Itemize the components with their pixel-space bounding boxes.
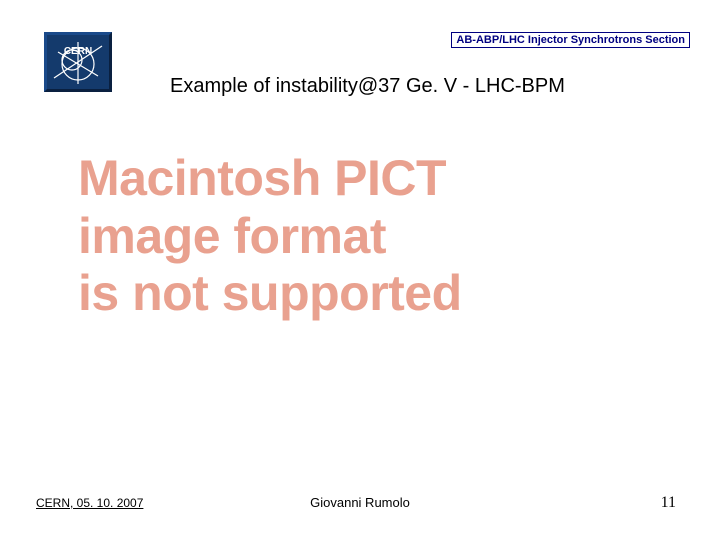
- pict-line: Macintosh PICT: [78, 150, 600, 208]
- section-label: AB-ABP/LHC Injector Synchrotrons Section: [451, 32, 690, 48]
- pict-line: image format: [78, 208, 600, 266]
- pict-unsupported-message: Macintosh PICT image format is not suppo…: [78, 150, 600, 323]
- pict-line: is not supported: [78, 265, 600, 323]
- slide-title: Example of instability@37 Ge. V - LHC-BP…: [170, 75, 690, 98]
- cern-logo: CERN: [44, 32, 112, 92]
- page-number: 11: [661, 494, 676, 512]
- footer-author: Giovanni Rumolo: [0, 495, 720, 510]
- svg-text:CERN: CERN: [64, 46, 92, 57]
